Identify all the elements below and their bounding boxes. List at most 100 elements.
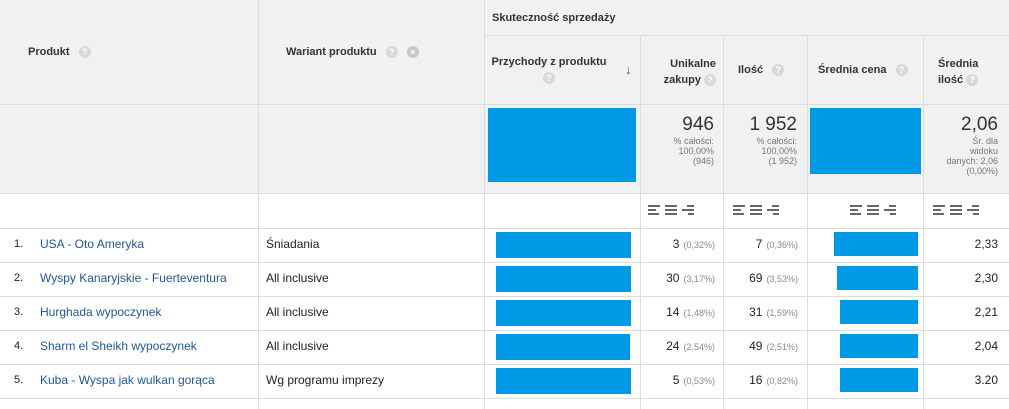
close-icon[interactable]: × <box>406 46 419 59</box>
total-note: (0,00%) <box>966 166 998 176</box>
avg-price-bar <box>837 266 918 290</box>
wariant-label: Wariant produktu <box>286 46 377 58</box>
view-type-group <box>933 205 979 215</box>
list-icon[interactable] <box>665 205 677 215</box>
revenue-bar <box>496 368 631 394</box>
quantity-pct: (0,36%) <box>766 240 798 250</box>
list-icon[interactable] <box>867 205 879 215</box>
unique-pct: (2,54%) <box>683 342 715 352</box>
przychody-label: Przychody z produktu <box>491 56 607 68</box>
unikalne-label: Unikalne zakupy <box>663 58 716 86</box>
quantity-cell: 16 (0,82%) <box>749 373 798 387</box>
quantity-cell: 31 (1,59%) <box>749 305 798 319</box>
unique-value: 5 <box>672 373 680 387</box>
total-note: Śr. dla <box>972 136 998 146</box>
revenue-bar <box>496 300 631 326</box>
total-note: widoku <box>969 146 998 156</box>
unique-purchases-cell: 24 (2,54%) <box>666 339 715 353</box>
view-type-group <box>733 205 779 215</box>
help-icon[interactable]: ? <box>966 74 979 87</box>
total-note: (1 952) <box>768 156 797 166</box>
list-icon[interactable] <box>750 205 762 215</box>
column-header-wariant[interactable]: Wariant produktu ? × <box>286 46 419 59</box>
help-icon[interactable]: ? <box>543 72 555 84</box>
help-icon[interactable]: ? <box>385 46 398 59</box>
help-icon[interactable]: ? <box>78 46 91 59</box>
row-index: 4. <box>14 340 24 352</box>
comparison-icon[interactable] <box>682 205 694 215</box>
produkt-label: Produkt <box>28 46 70 58</box>
row-index: 5. <box>14 374 24 386</box>
ilosc-total: 1 952 % całości: 100,00% (1 952) <box>727 114 797 166</box>
revenue-bar <box>496 232 631 258</box>
unikalne-total: 946 % całości: 100,00% (946) <box>644 114 714 166</box>
align-left-icon[interactable] <box>648 205 660 215</box>
column-header-przychody[interactable]: Przychody z produktu ? <box>486 56 612 84</box>
unique-value: 24 <box>666 339 680 353</box>
column-header-unikalne[interactable]: Unikalne zakupy ? <box>644 56 716 88</box>
quantity-cell: 49 (2,51%) <box>749 339 798 353</box>
srednia-ilosc-total: 2,06 Śr. dla widoku danych: 2,06 (0,00%) <box>930 114 998 176</box>
avg-quantity-cell: 2,33 <box>974 237 998 251</box>
help-icon[interactable]: ? <box>895 64 908 77</box>
row-index: 2. <box>14 272 24 284</box>
help-icon[interactable]: ? <box>772 64 785 77</box>
group-header-sales: Skuteczność sprzedaży <box>492 12 616 24</box>
unique-pct: (1,48%) <box>683 308 715 318</box>
column-header-produkt[interactable]: Produkt ? <box>28 46 91 59</box>
product-link[interactable]: Hurghada wypoczynek <box>40 305 162 319</box>
quantity-pct: (0,82%) <box>766 376 798 386</box>
unique-value: 14 <box>666 305 680 319</box>
comparison-icon[interactable] <box>884 205 896 215</box>
revenue-bar <box>496 334 630 360</box>
comparison-icon[interactable] <box>967 205 979 215</box>
list-icon[interactable] <box>950 205 962 215</box>
quantity-value: 16 <box>749 373 763 387</box>
product-link[interactable]: USA - Oto Ameryka <box>40 237 145 251</box>
variant-cell: All inclusive <box>266 305 329 319</box>
price-total-bar <box>810 108 921 174</box>
variant-cell: All inclusive <box>266 339 329 353</box>
help-icon[interactable]: ? <box>704 74 716 87</box>
revenue-total-bar <box>488 108 636 182</box>
avg-quantity-cell: 2,04 <box>974 339 998 353</box>
unique-pct: (0,53%) <box>683 376 715 386</box>
product-link[interactable]: Sharm el Sheikh wypoczynek <box>40 339 197 353</box>
quantity-value: 31 <box>749 305 763 319</box>
quantity-pct: (3,53%) <box>766 274 798 284</box>
column-header-ilosc[interactable]: Ilość ? <box>738 64 785 77</box>
unique-purchases-cell: 14 (1,48%) <box>666 305 715 319</box>
column-header-srednia-ilosc[interactable]: Średnia ilość ? <box>938 56 996 88</box>
product-link[interactable]: Kuba - Wyspa jak wulkan gorąca <box>40 373 215 387</box>
unikalne-total-value: 946 <box>682 114 714 135</box>
product-link[interactable]: Wyspy Kanaryjskie - Fuerteventura <box>40 271 227 285</box>
total-note: (946) <box>692 156 714 166</box>
column-header-srednia-cena[interactable]: Średnia cena ? <box>818 64 908 77</box>
unique-value: 30 <box>666 271 680 285</box>
total-note: danych: 2,06 <box>946 156 998 166</box>
quantity-value: 7 <box>755 237 763 251</box>
srednia-ilosc-total-value: 2,06 <box>961 114 998 135</box>
row-index: 3. <box>14 306 24 318</box>
sort-arrow-icon[interactable]: ↓ <box>625 62 632 77</box>
table-header <box>0 0 1009 104</box>
view-type-group <box>648 205 694 215</box>
avg-quantity-cell: 2,21 <box>974 305 998 319</box>
total-note: 100,00% <box>678 146 714 156</box>
align-left-icon[interactable] <box>933 205 945 215</box>
quantity-cell: 7 (0,36%) <box>756 237 798 251</box>
avg-quantity-cell: 2,30 <box>974 271 998 285</box>
srednia-ilosc-label: Średnia ilość <box>938 58 979 86</box>
quantity-value: 49 <box>749 339 763 353</box>
view-type-group <box>850 205 896 215</box>
variant-cell: All inclusive <box>266 271 329 285</box>
align-left-icon[interactable] <box>850 205 862 215</box>
align-left-icon[interactable] <box>733 205 745 215</box>
ilosc-label: Ilość <box>738 64 764 76</box>
avg-quantity-cell: 3.20 <box>974 373 998 387</box>
avg-price-bar <box>840 300 918 324</box>
revenue-bar <box>496 266 631 292</box>
comparison-icon[interactable] <box>767 205 779 215</box>
avg-price-bar <box>840 334 918 358</box>
quantity-cell: 69 (3,53%) <box>749 271 798 285</box>
